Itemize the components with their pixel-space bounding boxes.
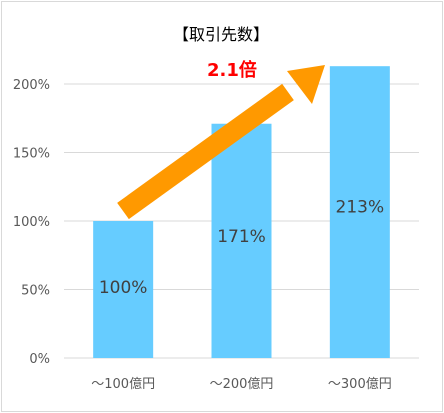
y-tick-label: 150% — [13, 147, 50, 162]
y-tick-label: 50% — [21, 284, 50, 299]
y-tick-label: 200% — [13, 78, 50, 93]
y-tick-label: 100% — [13, 215, 50, 230]
category-label: ～200億円 — [210, 376, 274, 392]
data-labels: 100% 171% 213% — [99, 197, 384, 298]
y-axis-tick-labels: 0% 50% 100% 150% 200% — [13, 78, 50, 367]
bar — [211, 123, 272, 358]
bar — [93, 221, 154, 358]
data-label: 100% — [99, 278, 148, 298]
arrow-head — [287, 65, 325, 104]
y-tick-label: 0% — [29, 352, 50, 367]
data-label: 213% — [336, 197, 385, 217]
bar — [329, 66, 390, 358]
growth-annotation: 2.1倍 — [207, 59, 257, 81]
x-axis-category-labels: ～100億円 ～200億円 ～300億円 — [91, 376, 391, 392]
data-label: 171% — [217, 227, 266, 247]
chart-title: 【取引先数】 — [173, 25, 269, 44]
category-label: ～300億円 — [328, 376, 392, 392]
arrow-shaft — [117, 83, 294, 220]
bars — [93, 66, 390, 358]
category-label: ～100億円 — [91, 376, 155, 392]
growth-arrow — [117, 65, 325, 220]
